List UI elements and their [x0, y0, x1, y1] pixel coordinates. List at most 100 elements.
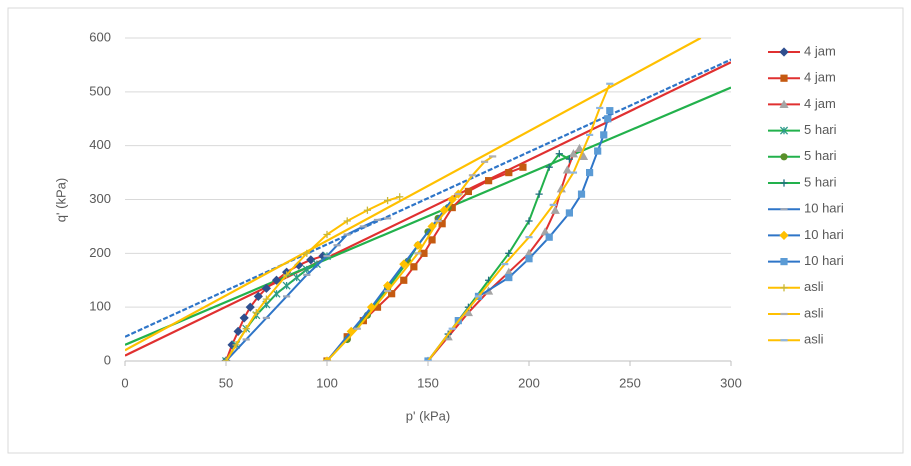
trendline [125, 86, 731, 346]
data-point [505, 273, 513, 282]
data-point [604, 115, 612, 123]
legend-marker [779, 99, 789, 108]
data-point [606, 107, 614, 115]
data-point [447, 194, 457, 205]
data-point [318, 251, 328, 261]
data-point [550, 205, 560, 214]
legend-label: 10 hari [804, 227, 844, 242]
y-tick-label: 400 [89, 137, 111, 152]
data-point [383, 281, 393, 291]
data-point [428, 236, 436, 244]
series-line [326, 193, 459, 361]
data-point [565, 155, 573, 163]
data-point [586, 168, 594, 177]
x-tick-label: 300 [720, 375, 742, 390]
data-point [262, 295, 270, 303]
data-point [303, 249, 311, 257]
data-point [420, 249, 428, 257]
data-point [239, 313, 249, 323]
y-tick-label: 500 [89, 83, 111, 98]
legend-label: 5 hari [804, 122, 837, 137]
data-point [463, 307, 473, 317]
legend-marker [779, 230, 789, 240]
data-point [424, 357, 432, 361]
x-tick-label: 200 [518, 375, 540, 390]
data-point [535, 190, 543, 198]
legend-marker [780, 179, 788, 187]
data-point [505, 168, 513, 177]
y-tick-label: 100 [89, 299, 111, 314]
x-tick-label: 250 [619, 375, 641, 390]
data-point [504, 267, 514, 276]
data-point [384, 196, 392, 205]
y-tick-label: 600 [89, 29, 111, 44]
data-point [578, 151, 589, 161]
legend-label: 4 jam [804, 70, 836, 85]
data-point [519, 163, 527, 171]
data-point [410, 263, 418, 271]
x-tick-label: 0 [121, 375, 128, 390]
data-point [400, 276, 408, 284]
data-point [448, 203, 456, 212]
data-point [227, 340, 237, 350]
data-point [363, 206, 371, 214]
data-point [294, 260, 304, 270]
legend-marker [780, 258, 788, 266]
data-point [252, 308, 260, 317]
data-point [555, 150, 563, 158]
data-point [306, 255, 316, 265]
x-axis-label: p' (kPa) [406, 408, 450, 423]
data-point [577, 190, 586, 198]
data-point [439, 205, 449, 215]
data-point [556, 184, 566, 193]
data-point [343, 217, 351, 225]
x-tick-label: 150 [417, 375, 439, 390]
plot-area [125, 38, 731, 361]
data-point [545, 163, 553, 171]
data-point [545, 233, 553, 241]
data-point [413, 240, 423, 250]
data-point [388, 290, 396, 298]
data-point [438, 220, 446, 228]
y-tick-label: 300 [89, 191, 111, 206]
trendline [125, 61, 731, 357]
data-point [271, 275, 282, 285]
y-axis-label: q' (kPa) [53, 178, 68, 222]
y-tick-label: 0 [104, 352, 111, 367]
legend-label: asli [804, 332, 824, 347]
legend-marker [780, 284, 788, 292]
data-point [568, 149, 579, 158]
y-tick-label: 200 [89, 245, 111, 260]
legend-label: 4 jam [804, 96, 836, 111]
data-point [505, 249, 513, 257]
data-point [485, 177, 493, 185]
trendline [125, 58, 731, 338]
legend-label: asli [804, 279, 824, 294]
legend-marker [780, 74, 788, 82]
data-point [540, 227, 550, 236]
data-point [373, 303, 382, 311]
chart-border [7, 7, 904, 454]
data-point [565, 209, 573, 217]
legend-label: 10 hari [804, 253, 844, 268]
x-tick-label: 50 [219, 375, 233, 390]
data-point [525, 255, 533, 263]
data-point [233, 326, 243, 336]
legend-label: 5 hari [804, 174, 837, 189]
legend-label: 5 hari [804, 148, 837, 163]
data-point [222, 357, 230, 361]
data-point [594, 147, 602, 155]
legend-label: 4 jam [804, 43, 836, 58]
trendline [125, 38, 702, 352]
data-point [399, 259, 409, 269]
legend-marker [779, 47, 789, 57]
series-line [225, 195, 401, 361]
data-point [283, 271, 291, 279]
x-tick-label: 100 [316, 375, 338, 390]
data-point [292, 273, 301, 282]
legend-label: asli [804, 305, 824, 320]
series-line [427, 83, 611, 361]
data-point [574, 143, 585, 152]
data-point [525, 217, 533, 225]
